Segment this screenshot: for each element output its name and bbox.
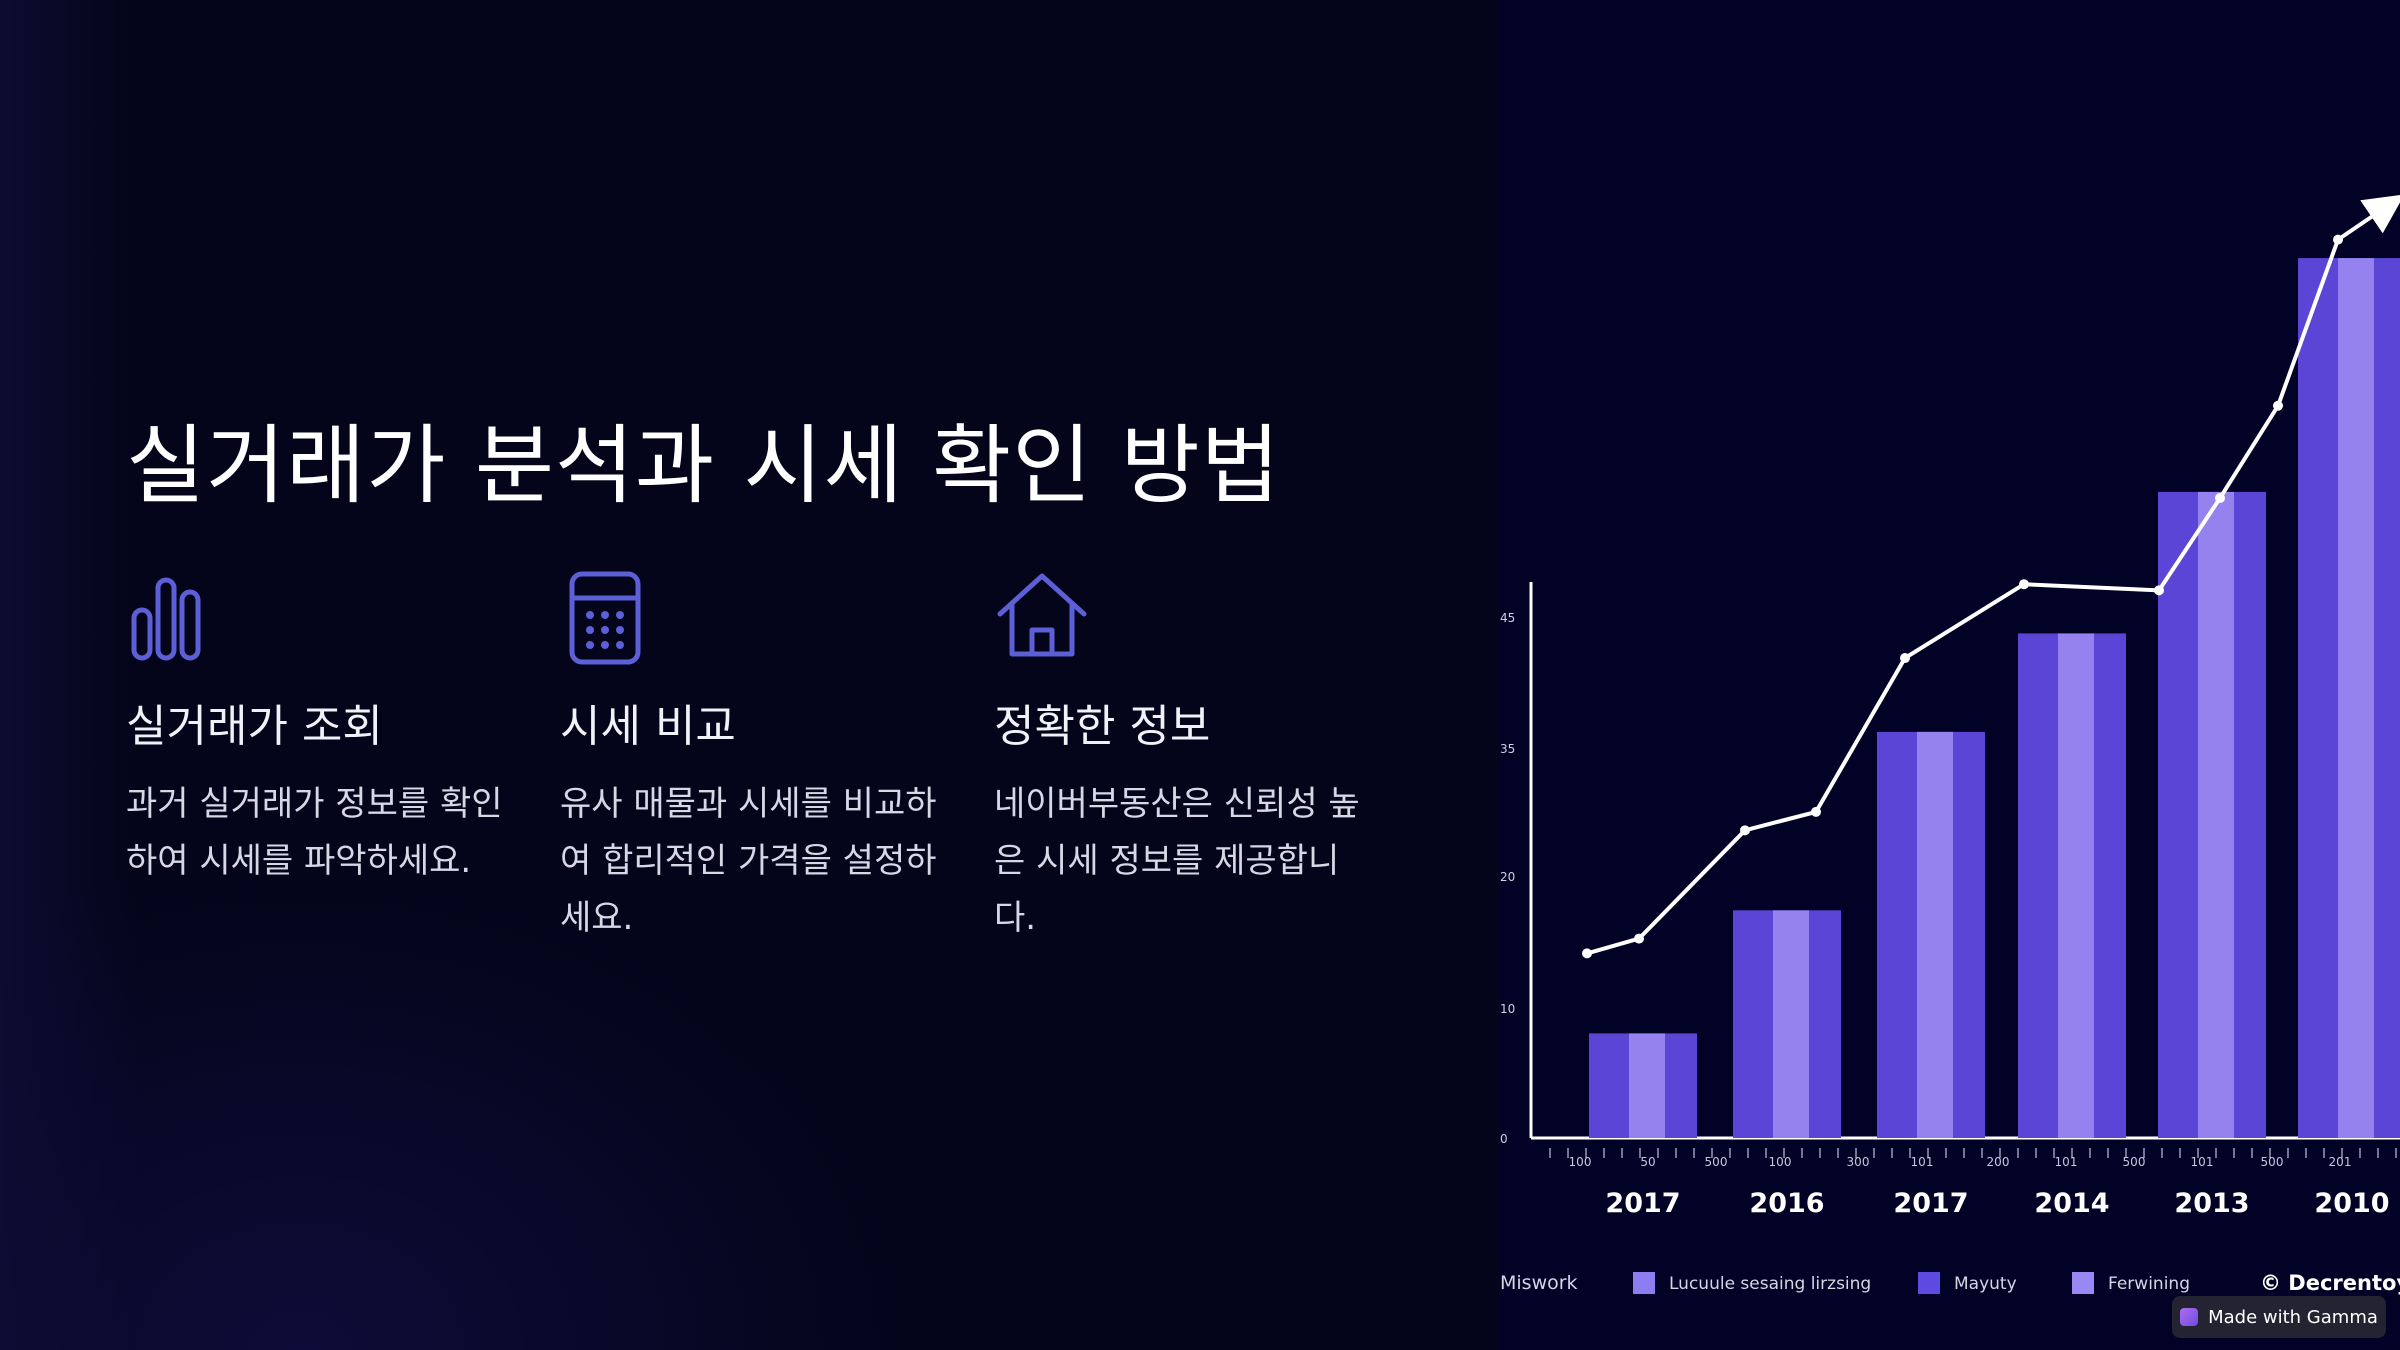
bar-line-chart: 0 10 20 35 45 100 50 500 100 300 101 200 101 500 101 50… xyxy=(1500,194,2400,1295)
x-minor-tick-label: 300 xyxy=(1847,1155,1870,1169)
feature-title: 실거래가 조회 xyxy=(126,701,383,752)
legend-swatch xyxy=(1918,1272,1940,1294)
x-tick-label: 2017 xyxy=(1605,1188,1680,1219)
badge-label: Made with Gamma xyxy=(2208,1306,2378,1328)
trend-point xyxy=(1634,933,1644,944)
house-icon xyxy=(997,573,1087,657)
x-tick-label: 2014 xyxy=(2034,1188,2109,1219)
trend-point xyxy=(2215,493,2225,504)
trend-arrow xyxy=(2336,194,2400,242)
feature-description: 과거 실거래가 정보를 확인하여 시세를 파악하세요. xyxy=(126,784,503,881)
x-minor-tick-label: 201 xyxy=(2329,1155,2352,1169)
y-tick-label: 10 xyxy=(1500,1002,1515,1016)
feature-card-transactions: 실거래가 조회 과거 실거래가 정보를 확인하여 시세를 파악하세요. xyxy=(126,570,506,890)
x-minor-tick-label: 500 xyxy=(2123,1155,2146,1169)
feature-title: 시세 비교 xyxy=(560,701,736,752)
x-minor-tick-label: 100 xyxy=(1569,1155,1592,1169)
feature-card-compare: 시세 비교 유사 매물과 시세를 비교하여 합리적인 가격을 설정하세요. xyxy=(560,570,940,947)
legend-label: Mayuty xyxy=(1954,1274,2017,1294)
chart-image: 0 10 20 35 45 100 50 500 100 300 101 200 101 500 101 50… xyxy=(1500,0,2400,1350)
trend-point xyxy=(2019,579,2029,590)
x-minor-tick-label: 500 xyxy=(1705,1155,1728,1169)
x-tick-label: 2013 xyxy=(2174,1188,2249,1219)
chart-bar-highlight xyxy=(1917,731,1953,1138)
calculator-icon xyxy=(569,571,641,665)
made-with-gamma-badge[interactable]: Made with Gamma xyxy=(2172,1296,2386,1338)
gamma-logo-icon xyxy=(2180,1308,2199,1326)
x-tick-label: 2016 xyxy=(1749,1188,1824,1219)
trend-point xyxy=(2154,585,2164,596)
chart-credit: © Decrentoy.c xyxy=(2260,1271,2400,1295)
feature-title: 정확한 정보 xyxy=(994,701,1211,752)
slide-title: 실거래가 분석과 시세 확인 방법 xyxy=(126,416,1281,516)
bar-chart-icon xyxy=(131,577,201,661)
chart-bar-highlight xyxy=(2058,633,2094,1138)
trend-point xyxy=(1811,806,1821,817)
y-tick-label: 35 xyxy=(1500,742,1515,756)
feature-description: 네이버부동산은 신뢰성 높은 시세 정보를 제공합니다. xyxy=(994,784,1360,938)
x-minor-tick-label: 200 xyxy=(1987,1155,2010,1169)
x-minor-tick-label: 50 xyxy=(1640,1155,1655,1169)
y-tick-label: 20 xyxy=(1500,870,1515,884)
x-minor-tick-label: 100 xyxy=(1769,1155,1792,1169)
legend-label: Lucuule sesaing lirzsing xyxy=(1669,1274,1871,1294)
legend-swatch xyxy=(2072,1272,2094,1294)
x-minor-tick-label: 101 xyxy=(2055,1155,2078,1169)
feature-card-info: 정확한 정보 네이버부동산은 신뢰성 높은 시세 정보를 제공합니다. xyxy=(994,570,1374,947)
trend-point xyxy=(1582,948,1592,959)
trend-point xyxy=(1740,825,1750,836)
chart-bar-highlight xyxy=(2198,491,2234,1138)
chart-bar-highlight xyxy=(2338,258,2374,1138)
x-tick-label: 2010 xyxy=(2314,1188,2389,1219)
trend-point xyxy=(2273,400,2283,411)
x-minor-tick-label: 101 xyxy=(2191,1155,2214,1169)
legend-swatch xyxy=(1633,1272,1655,1294)
x-tick-label: 2017 xyxy=(1893,1188,1968,1219)
legend-lead: Miswork xyxy=(1500,1272,1578,1294)
trend-line xyxy=(1586,238,2340,956)
x-minor-tick-label: 101 xyxy=(1911,1155,1934,1169)
chart-bar-highlight xyxy=(1629,1033,1665,1138)
trend-point xyxy=(1900,653,1910,664)
y-tick-label: 0 xyxy=(1500,1132,1508,1146)
x-minor-tick-label: 500 xyxy=(2261,1155,2284,1169)
content-panel: 실거래가 분석과 시세 확인 방법 실거래가 조회 과거 실거래가 정보를 확인… xyxy=(126,416,1374,947)
y-tick-label: 45 xyxy=(1500,611,1515,625)
chart-bar-highlight xyxy=(1773,910,1809,1138)
legend-label: Ferwining xyxy=(2108,1274,2190,1294)
feature-description: 유사 매물과 시세를 비교하여 합리적인 가격을 설정하세요. xyxy=(560,784,937,938)
